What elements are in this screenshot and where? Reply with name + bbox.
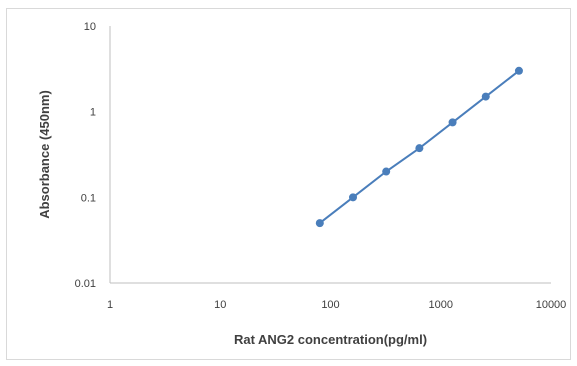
x-tick-label: 100	[321, 299, 339, 311]
data-point	[382, 167, 391, 176]
axes	[109, 26, 551, 284]
chart-area	[6, 8, 571, 360]
data-point	[481, 92, 490, 101]
x-axis-title: Rat ANG2 concentration(pg/ml)	[234, 332, 427, 347]
y-tick-label: 1	[90, 107, 96, 119]
x-tick-label: 1000	[429, 299, 453, 311]
data-series	[315, 66, 523, 228]
data-point	[448, 118, 457, 127]
x-tick-label: 10000	[536, 299, 567, 311]
y-axis-title: Absorbance (450nm)	[37, 90, 52, 219]
x-tick-label: 1	[107, 299, 113, 311]
data-point	[415, 144, 424, 153]
y-tick-label: 10	[84, 21, 96, 33]
tick-labels: 1 10 100 1000 10000 0.01 0.1 1 10	[75, 21, 567, 311]
y-tick-label: 0.01	[75, 278, 96, 290]
y-tick-label: 0.1	[81, 192, 96, 204]
x-tick-label: 10	[214, 299, 226, 311]
data-point	[349, 193, 358, 202]
data-point	[315, 219, 324, 228]
data-point	[514, 66, 523, 75]
